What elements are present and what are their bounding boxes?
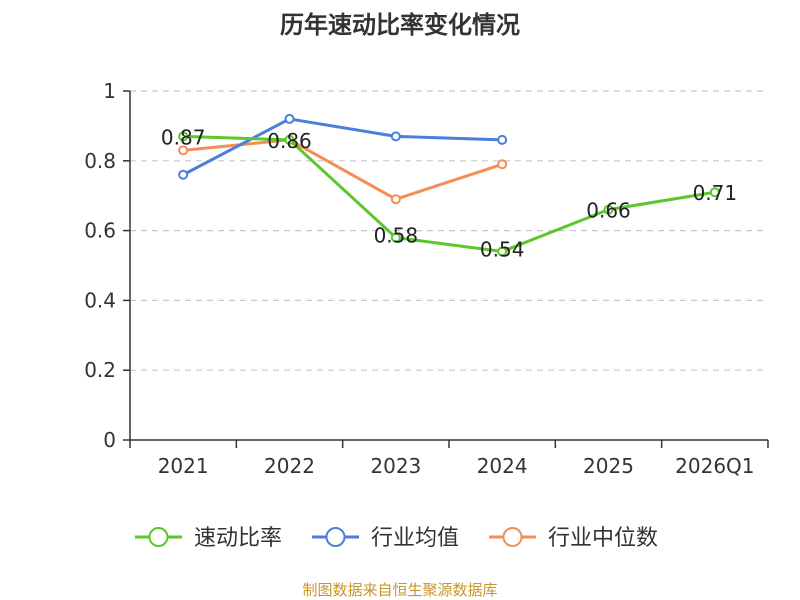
data-point bbox=[603, 204, 614, 215]
x-tick-label: 2024 bbox=[477, 454, 528, 478]
series-line bbox=[181, 134, 717, 254]
legend-marker bbox=[325, 527, 346, 547]
series-line bbox=[181, 117, 504, 177]
legend: 速动比率 行业均值 行业中位数 bbox=[135, 526, 658, 551]
y-tick-label: 0.6 bbox=[84, 219, 116, 243]
data-point bbox=[284, 113, 295, 124]
legend-label: 速动比率 bbox=[194, 526, 282, 551]
x-tick-label: 2023 bbox=[370, 454, 421, 478]
data-point bbox=[178, 131, 189, 142]
chart-title: 历年速动比率变化情况 bbox=[280, 11, 520, 39]
data-label: 0.66 bbox=[586, 199, 631, 223]
data-point bbox=[390, 232, 401, 243]
y-tick-label: 0.2 bbox=[84, 358, 116, 382]
data-label: 0.86 bbox=[267, 129, 312, 153]
data-point bbox=[178, 145, 189, 156]
x-tick-label: 2022 bbox=[264, 454, 315, 478]
data-point bbox=[284, 134, 295, 145]
x-tick-label: 2021 bbox=[158, 454, 209, 478]
data-point bbox=[709, 187, 720, 198]
series-group bbox=[178, 113, 720, 257]
series-line bbox=[181, 138, 504, 201]
legend-marker bbox=[502, 527, 523, 547]
data-point bbox=[178, 169, 189, 180]
x-tick-label: 2025 bbox=[583, 454, 634, 478]
data-point bbox=[497, 246, 508, 257]
x-tick-label: 2026Q1 bbox=[675, 454, 754, 478]
data-labels: 0.87 0.86 0.58 0.54 0.66 0.71 bbox=[161, 125, 737, 261]
source-note: 制图数据来自恒生聚源数据库 bbox=[302, 581, 497, 599]
data-point bbox=[497, 134, 508, 145]
y-tick-label: 0.8 bbox=[84, 149, 116, 173]
grid-lines bbox=[130, 90, 768, 371]
legend-label: 行业中位数 bbox=[548, 526, 658, 551]
y-tick-label: 0.4 bbox=[84, 288, 116, 312]
data-label: 0.71 bbox=[693, 181, 738, 205]
data-point bbox=[390, 131, 401, 142]
data-label: 0.87 bbox=[161, 125, 206, 149]
legend-label: 行业均值 bbox=[371, 526, 459, 551]
y-tick-label: 1 bbox=[103, 79, 116, 103]
axes: 0 0.2 0.4 0.6 0.8 1 2021 2022 2023 2024 2025 2026Q1 bbox=[84, 79, 769, 478]
legend-marker bbox=[148, 527, 169, 547]
data-point bbox=[497, 159, 508, 170]
data-label: 0.58 bbox=[374, 224, 419, 248]
data-label: 0.54 bbox=[480, 238, 525, 262]
data-point bbox=[390, 194, 401, 205]
y-tick-label: 0 bbox=[103, 428, 116, 452]
